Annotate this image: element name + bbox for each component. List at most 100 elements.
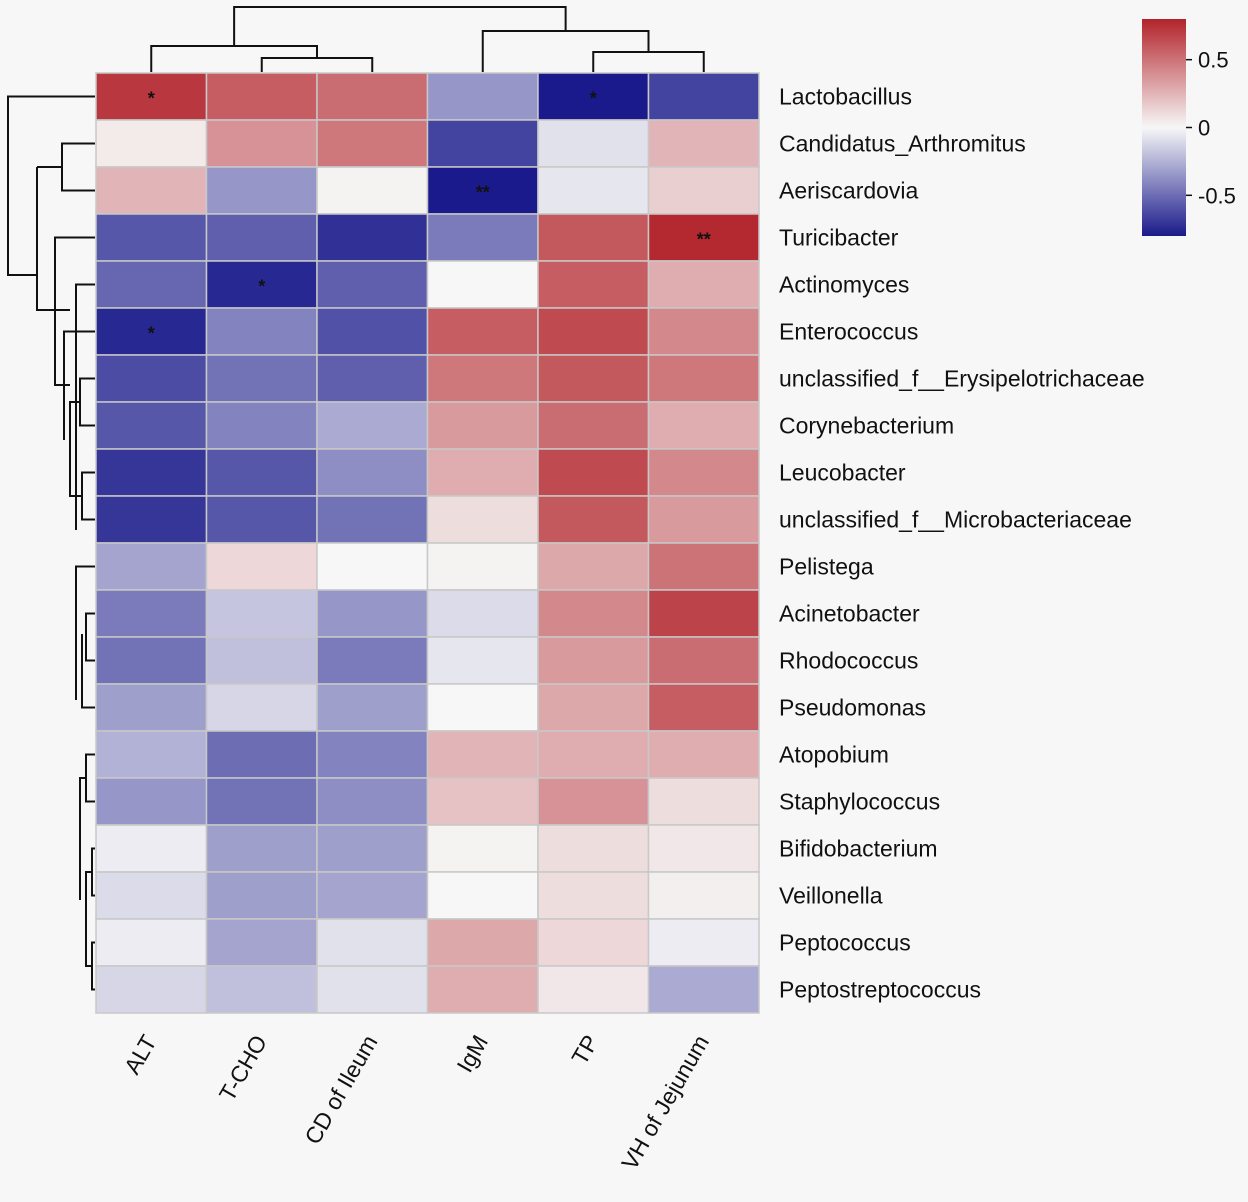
cell-leucobacter-vh-of-jejunum [647,448,760,497]
cell-veillonella-alt [95,871,208,920]
cell-staphylococcus-tp [537,777,650,826]
cell-aeriscardovia-cd-of-ileum [316,166,429,215]
cell-rhodococcus-vh-of-jejunum [647,636,760,685]
row-label-veillonella: Veillonella [779,883,883,909]
cell-veillonella-cd-of-ileum [316,871,429,920]
cell-unclassified-f-erysipelotrichaceae-alt [95,354,208,403]
cell-atopobium-cd-of-ileum [316,730,429,779]
cell-pelistega-t-cho [205,542,318,591]
column-label-t-cho: T-CHO [214,1031,272,1106]
cell-staphylococcus-vh-of-jejunum [647,777,760,826]
row-label-candidatus-arthromitus: Candidatus_Arthromitus [779,131,1026,157]
cell-leucobacter-cd-of-ileum [316,448,429,497]
row-dendrogram-branch [7,95,95,276]
cell-actinomyces-t-cho [205,260,318,309]
cell-peptococcus-alt [95,918,208,967]
cell-acinetobacter-tp [537,589,650,638]
row-label-unclassified-f-erysipelotrichaceae: unclassified_f__Erysipelotrichaceae [779,366,1145,392]
row-label-corynebacterium: Corynebacterium [779,413,954,439]
cell-staphylococcus-cd-of-ileum [316,777,429,826]
cell-actinomyces-alt [95,260,208,309]
cell-aeriscardovia-tp [537,166,650,215]
cell-unclassified-f-erysipelotrichaceae-tp [537,354,650,403]
cell-pseudomonas-cd-of-ileum [316,683,429,732]
color-legend: 0.5 0 -0.5 [1142,19,1236,236]
cell-lactobacillus-vh-of-jejunum [647,72,760,121]
cell-bifidobacterium-igm [426,824,539,873]
cell-rhodococcus-t-cho [205,636,318,685]
row-label-aeriscardovia: Aeriscardovia [779,178,919,204]
cell-peptostreptococcus-cd-of-ileum [316,965,429,1014]
cell-enterococcus-t-cho [205,307,318,356]
row-dendrogram-branch [85,612,95,662]
significance-mark: * [148,324,155,344]
row-dendrogram-branch [81,471,95,521]
cell-acinetobacter-igm [426,589,539,638]
column-dendrogram-branch [260,57,374,72]
cell-atopobium-igm [426,730,539,779]
cell-rhodococcus-alt [95,636,208,685]
row-label-enterococcus: Enterococcus [779,319,918,345]
column-label-vh-of-jejunum: VH of Jejunum [616,1031,714,1175]
cell-peptostreptococcus-tp [537,965,650,1014]
cell-unclassified-f-erysipelotrichaceae-t-cho [205,354,318,403]
cell-atopobium-vh-of-jejunum [647,730,760,779]
significance-marks: * ******* [148,89,711,344]
cell-bifidobacterium-alt [95,824,208,873]
row-dendrogram-branch [85,753,95,803]
cell-aeriscardovia-vh-of-jejunum [647,166,760,215]
cell-aeriscardovia-alt [95,166,208,215]
cell-lactobacillus-cd-of-ileum [316,72,429,121]
row-label-atopobium: Atopobium [779,742,889,768]
cell-rhodococcus-tp [537,636,650,685]
row-label-staphylococcus: Staphylococcus [779,789,940,815]
column-labels: ALT T-CHO CD of Ileum IgM TP VH of Jejunum [119,1031,714,1175]
cell-atopobium-t-cho [205,730,318,779]
cell-peptococcus-igm [426,918,539,967]
cell-acinetobacter-vh-of-jejunum [647,589,760,638]
row-dendrogram-branch [91,847,95,897]
cell-enterococcus-igm [426,307,539,356]
cell-pseudomonas-t-cho [205,683,318,732]
cell-pelistega-alt [95,542,208,591]
cell-unclassified-f-erysipelotrichaceae-vh-of-jejunum [647,354,760,403]
cell-actinomyces-igm [426,260,539,309]
significance-mark: * [258,277,265,297]
cell-unclassified-f-microbacteriaceae-cd-of-ileum [316,495,429,544]
row-label-peptococcus: Peptococcus [779,930,911,956]
cell-corynebacterium-igm [426,401,539,450]
cell-lactobacillus-tp [537,72,650,121]
cell-turicibacter-t-cho [205,213,318,262]
cell-veillonella-vh-of-jejunum [647,871,760,920]
cell-actinomyces-tp [537,260,650,309]
cell-corynebacterium-vh-of-jejunum [647,401,760,450]
cell-peptostreptococcus-vh-of-jejunum [647,965,760,1014]
row-label-bifidobacterium: Bifidobacterium [779,836,938,862]
cell-actinomyces-vh-of-jejunum [647,260,760,309]
cell-corynebacterium-alt [95,401,208,450]
column-label-igm: IgM [451,1031,493,1077]
cell-lactobacillus-t-cho [205,72,318,121]
row-label-actinomyces: Actinomyces [779,272,909,298]
cell-veillonella-tp [537,871,650,920]
row-label-peptostreptococcus: Peptostreptococcus [779,977,981,1003]
cell-unclassified-f-microbacteriaceae-t-cho [205,495,318,544]
cell-enterococcus-cd-of-ileum [316,307,429,356]
cell-corynebacterium-tp [537,401,650,450]
cell-pelistega-tp [537,542,650,591]
cell-turicibacter-tp [537,213,650,262]
cell-pelistega-cd-of-ileum [316,542,429,591]
cell-bifidobacterium-cd-of-ileum [316,824,429,873]
cell-unclassified-f-microbacteriaceae-vh-of-jejunum [647,495,760,544]
cell-enterococcus-alt [95,307,208,356]
cell-atopobium-alt [95,730,208,779]
cell-rhodococcus-igm [426,636,539,685]
cell-acinetobacter-alt [95,589,208,638]
cell-acinetobacter-cd-of-ileum [316,589,429,638]
cell-peptococcus-tp [537,918,650,967]
cell-bifidobacterium-tp [537,824,650,873]
cell-staphylococcus-igm [426,777,539,826]
cell-corynebacterium-t-cho [205,401,318,450]
cell-acinetobacter-t-cho [205,589,318,638]
